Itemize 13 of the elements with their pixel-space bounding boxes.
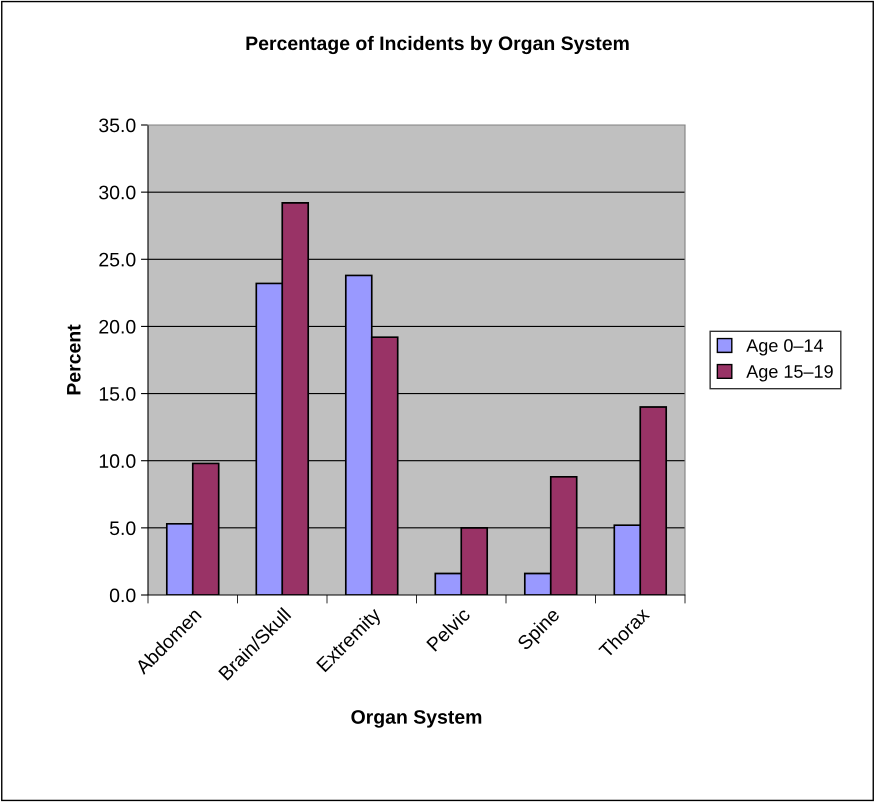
y-axis-title: Percent <box>67 324 81 394</box>
y-tick-label: 35.0 <box>99 118 136 132</box>
legend-label: Age 0–14 <box>746 339 824 356</box>
chart-title: Percentage of Incidents by Organ System <box>246 36 629 54</box>
y-tick-label: 10.0 <box>100 454 136 468</box>
x-axis-title: Organ System <box>351 710 482 728</box>
y-tick-label: 5.0 <box>110 521 136 536</box>
y-tick-label: 0.0 <box>110 588 136 602</box>
y-tick-label: 30.0 <box>99 186 136 200</box>
legend-label: Age 15–19 <box>746 365 833 382</box>
y-tick-label: 25.0 <box>99 252 136 267</box>
y-tick-label: 20.0 <box>99 320 136 334</box>
y-tick-label: 15.0 <box>100 387 136 401</box>
